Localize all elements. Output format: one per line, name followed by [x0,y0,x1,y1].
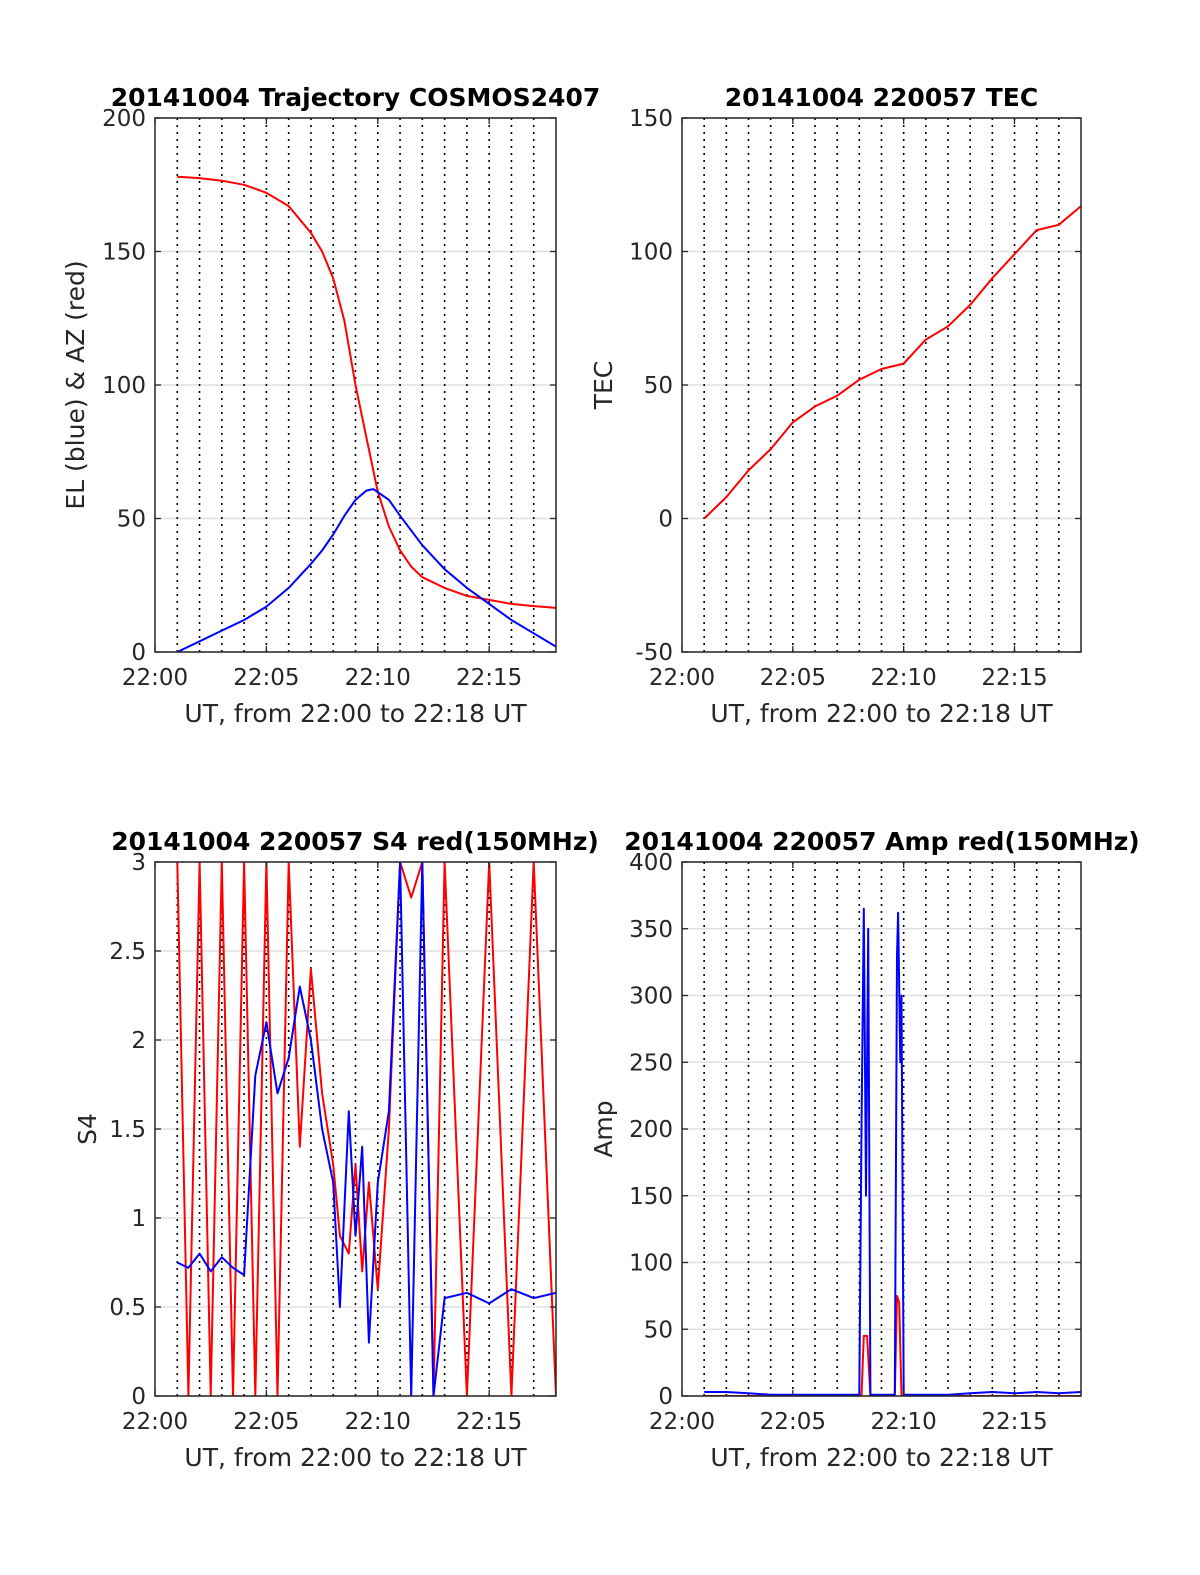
tec-panel: -50 0 50 100 150 22:00 22:05 22:10 22:15 20141004… [589,83,1082,728]
y-tick-label: 50 [644,373,673,399]
y-tick-label: 3 [131,850,146,876]
y-axis-label: Amp [589,1100,618,1157]
x-axis-label: UT, from 22:00 to 22:18 UT [184,699,527,728]
y-tick-label: 1.5 [109,1117,146,1143]
x-tick-label: 22:00 [122,1409,188,1435]
y-tick-label: 200 [102,106,146,132]
series-line-blue [176,488,556,652]
x-tick-label: 22:05 [760,1409,826,1435]
chart-title: 20141004 220057 TEC [725,83,1038,112]
x-tick-label: 22:10 [345,1409,411,1435]
chart-title: 20141004 220057 Amp red(150MHz) [624,827,1140,856]
y-tick-label: 0 [131,640,146,666]
y-tick-label: 1 [131,1206,146,1232]
x-tick-label: 22:00 [649,665,715,691]
amp-panel: 0 50 100 150 200 250 300 350 400 22:00 22:05 22:10 2… [589,827,1140,1472]
x-tick-label: 22:05 [233,1409,299,1435]
x-tick-label: 22:15 [456,1409,522,1435]
y-tick-label: 0 [131,1384,146,1410]
y-tick-label: 2.5 [109,939,146,965]
series-line-red [703,205,1081,520]
y-tick-label: 150 [629,106,673,132]
y-tick-label: 100 [629,1251,673,1277]
x-tick-label: 22:05 [760,665,826,691]
y-tick-label: -50 [635,640,673,666]
y-tick-label: 50 [117,507,146,533]
x-tick-label: 22:00 [122,665,188,691]
series-line-red [704,1294,1081,1396]
y-tick-label: 0 [658,507,673,533]
y-tick-label: 350 [629,917,673,943]
series-line-blue [176,862,556,1396]
y-tick-label: 150 [629,1184,673,1210]
y-tick-label: 200 [629,1117,673,1143]
x-tick-label: 22:15 [981,1409,1047,1435]
y-tick-label: 400 [629,850,673,876]
y-tick-label: 150 [102,240,146,266]
y-axis-label: EL (blue) & AZ (red) [61,260,90,509]
series-line-red [176,862,556,1396]
y-tick-label: 50 [644,1317,673,1343]
s4-panel: 0 0.5 1 1.5 2 2.5 3 22:00 22:05 22:10 22:15 2014100… [73,827,599,1472]
x-tick-label: 22:10 [871,1409,937,1435]
x-tick-label: 22:15 [981,665,1047,691]
chart-title: 20141004 Trajectory COSMOS2407 [111,83,601,112]
x-tick-label: 22:05 [233,665,299,691]
x-axis-label: UT, from 22:00 to 22:18 UT [710,699,1053,728]
x-tick-label: 22:15 [456,665,522,691]
y-tick-label: 100 [629,240,673,266]
y-tick-label: 0.5 [109,1295,146,1321]
chart-title: 20141004 220057 S4 red(150MHz) [111,827,599,856]
x-axis-label: UT, from 22:00 to 22:18 UT [710,1443,1053,1472]
y-tick-label: 0 [658,1384,673,1410]
trajectory-panel: 0 50 100 150 200 22:00 22:05 22:10 22:15 20141004… [61,83,600,728]
y-tick-label: 100 [102,373,146,399]
x-tick-label: 22:10 [345,665,411,691]
x-axis-label: UT, from 22:00 to 22:18 UT [184,1443,527,1472]
y-tick-label: 250 [629,1050,673,1076]
y-axis-label: S4 [73,1113,102,1145]
x-tick-label: 22:10 [871,665,937,691]
y-tick-label: 300 [629,984,673,1010]
x-tick-label: 22:00 [649,1409,715,1435]
y-axis-label: TEC [589,361,618,411]
series-line-red [177,175,556,609]
series-line-blue [704,907,1081,1396]
y-tick-label: 2 [131,1028,146,1054]
